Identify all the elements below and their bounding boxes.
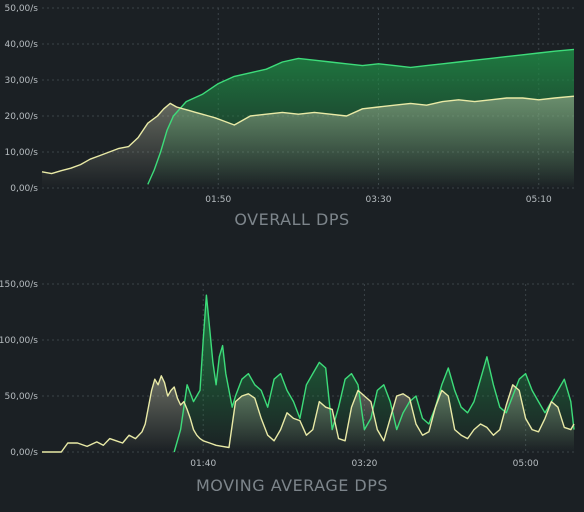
- y-tick-label: 0,00/s: [10, 184, 38, 194]
- y-tick-label: 10,00/s: [5, 148, 39, 158]
- x-tick-label: 01:50: [205, 195, 231, 205]
- y-tick-label: 50,00/s: [5, 4, 39, 14]
- series-area-dark: [174, 295, 574, 452]
- y-tick-label: 0,00/s: [10, 448, 38, 458]
- overall-dps-plot: 0,00/s 10,00/s 20,00/s 30,00/s 40,00/s 50,00/…: [5, 4, 575, 205]
- x-tick-label: 05:10: [526, 195, 552, 205]
- x-tick-label: 01:40: [190, 459, 216, 469]
- y-tick-label: 40,00/s: [5, 40, 39, 50]
- overall-dps-chart: 0,00/s 10,00/s 20,00/s 30,00/s 40,00/s 50,00/…: [0, 0, 584, 240]
- series-line-light: [42, 375, 575, 453]
- series-area-light: [42, 375, 574, 452]
- y-tick-label: 100,00/s: [0, 336, 38, 346]
- x-tick-label: 03:20: [351, 459, 377, 469]
- series-area-light: [42, 96, 574, 188]
- series-line-light: [41, 95, 575, 175]
- y-tick-label: 20,00/s: [5, 112, 39, 122]
- overall-dps-title: OVERALL DPS: [234, 210, 350, 229]
- y-tick-label: 150,00/s: [0, 280, 38, 290]
- y-tick-label: 30,00/s: [5, 76, 39, 86]
- moving-average-dps-plot: 0,00/s 50,00/s 100,00/s 150,00/s 01:40 03:20 0…: [0, 280, 575, 469]
- x-tick-label: 03:30: [366, 195, 392, 205]
- x-tick-label: 05:00: [513, 459, 539, 469]
- moving-average-dps-chart: 0,00/s 50,00/s 100,00/s 150,00/s 01:40 03:20 0…: [0, 264, 584, 512]
- moving-average-dps-title: MOVING AVERAGE DPS: [195, 476, 389, 495]
- y-tick-label: 50,00/s: [5, 392, 39, 402]
